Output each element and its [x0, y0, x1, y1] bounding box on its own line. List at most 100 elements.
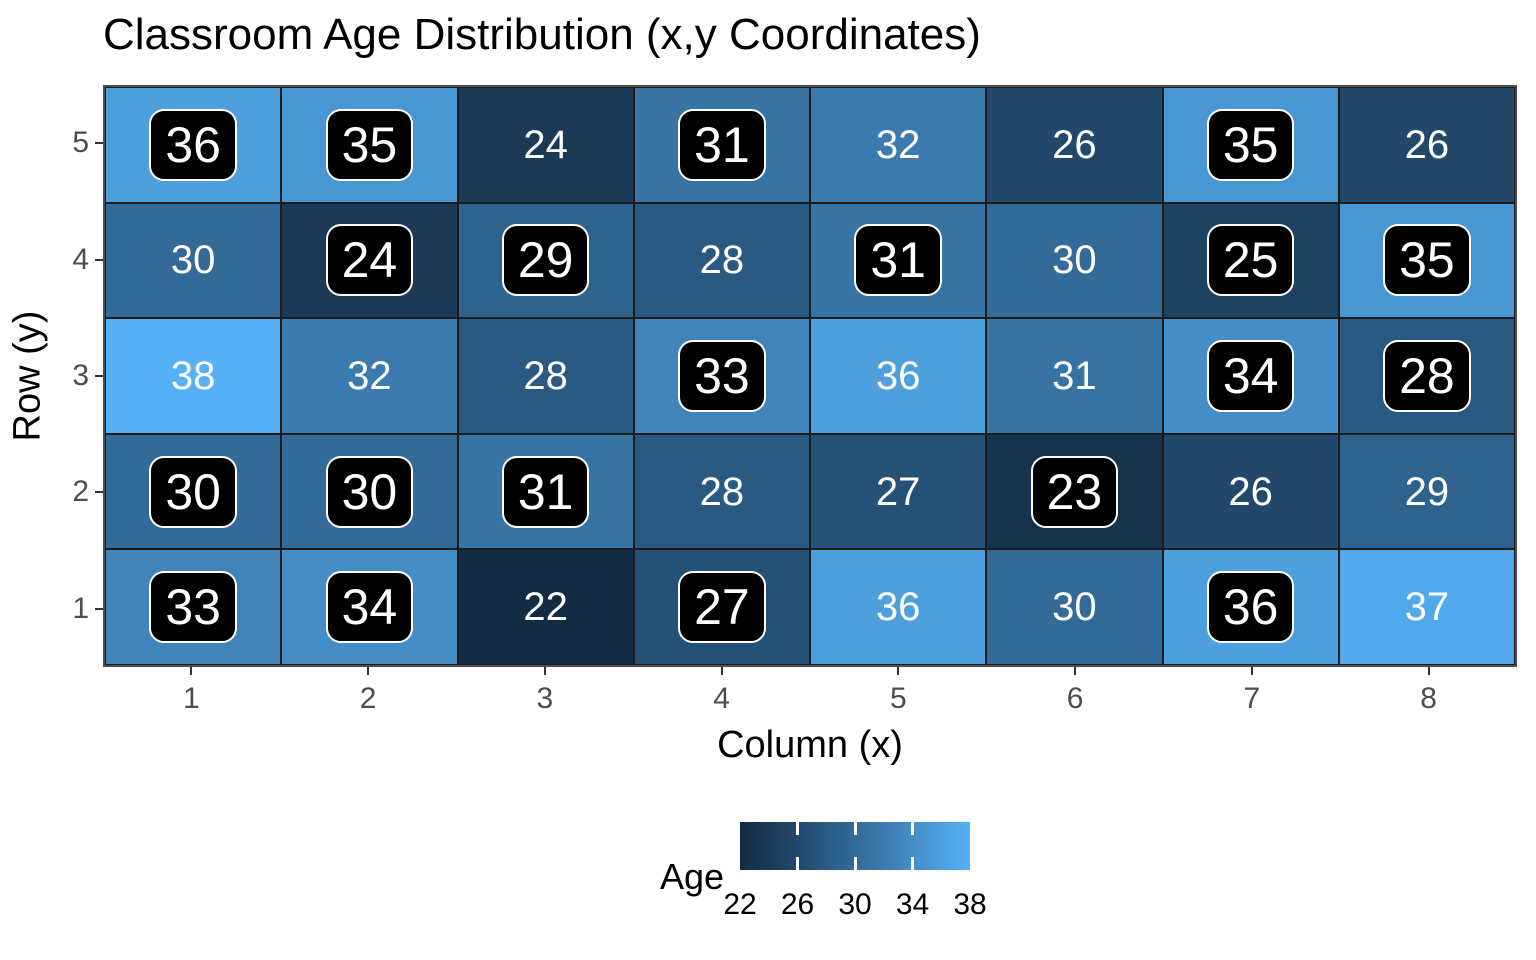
heatmap-cell-x6-y4: 30 — [986, 202, 1163, 319]
heatmap-cell-x4-y4: 28 — [633, 202, 810, 319]
cell-value-boxed-label: 31 — [678, 108, 766, 181]
cell-value-boxed-label: 34 — [325, 571, 414, 644]
cell-value-label: 26 — [1052, 122, 1097, 167]
heatmap-cell-x5-y1: 36 — [810, 549, 987, 665]
heatmap-cell-x3-y5: 24 — [457, 87, 634, 203]
x-tick-label: 8 — [1420, 682, 1437, 715]
heatmap-cell-x1-y2: 30 — [105, 433, 282, 550]
heatmap-cell-x8-y4: 35 — [1338, 202, 1515, 319]
cell-value-boxed-label: 31 — [501, 455, 590, 528]
cell-value-boxed-label: 35 — [325, 108, 414, 181]
heatmap-cell-x8-y5: 26 — [1338, 87, 1515, 203]
cell-value-label: 38 — [170, 353, 216, 398]
legend-colorbar — [740, 822, 970, 870]
heatmap-cell-x7-y4: 25 — [1162, 202, 1339, 319]
legend-tick-label: 34 — [895, 888, 930, 921]
x-tick-mark — [720, 667, 723, 675]
cell-value-boxed-label: 31 — [854, 224, 942, 297]
heatmap-cell-x7-y3: 34 — [1162, 318, 1339, 434]
x-tick-mark — [367, 667, 370, 675]
heatmap-cell-x1-y4: 30 — [105, 202, 282, 319]
heatmap-cell-x4-y3: 33 — [633, 318, 810, 434]
heatmap-cell-x4-y1: 27 — [633, 549, 810, 665]
cell-value-boxed-label: 34 — [1206, 339, 1295, 412]
cell-value-label: 30 — [170, 238, 216, 283]
heatmap-cell-x8-y2: 29 — [1338, 433, 1515, 550]
cell-value-label: 26 — [1228, 469, 1273, 514]
cell-value-boxed-label: 30 — [149, 455, 237, 528]
heatmap-cell-x3-y1: 22 — [457, 549, 634, 665]
x-tick-mark — [1250, 667, 1253, 675]
cell-value-boxed-label: 36 — [149, 108, 237, 181]
cell-value-boxed-label: 28 — [1383, 339, 1471, 412]
legend-title: Age — [659, 856, 724, 897]
legend-tick-label: 22 — [723, 888, 757, 921]
cell-value-label: 31 — [1052, 353, 1097, 398]
y-tick-mark — [95, 375, 103, 377]
cell-value-label: 32 — [875, 122, 921, 167]
cell-value-boxed-label: 27 — [678, 571, 766, 644]
heatmap-cell-x7-y5: 35 — [1162, 87, 1339, 203]
cell-value-label: 27 — [875, 469, 921, 514]
cell-value-boxed-label: 36 — [1206, 571, 1295, 644]
heatmap-cell-x6-y1: 30 — [986, 549, 1163, 665]
heatmap-cell-x1-y5: 36 — [105, 87, 282, 203]
heatmap-cell-x2-y1: 34 — [281, 549, 458, 665]
heatmap-cell-x2-y4: 24 — [281, 202, 458, 319]
y-tick-label: 5 — [72, 126, 89, 160]
heatmap-cell-x8-y3: 28 — [1338, 318, 1515, 434]
cell-value-boxed-label: 35 — [1206, 108, 1295, 181]
y-tick-label: 4 — [72, 242, 89, 276]
legend-tick-mark — [853, 857, 857, 870]
legend-tick-mark — [911, 822, 914, 835]
y-tick-mark — [95, 491, 103, 494]
heatmap-cell-x2-y5: 35 — [281, 87, 458, 203]
cell-value-label: 36 — [875, 585, 921, 630]
x-tick-mark — [190, 667, 193, 675]
heatmap-cell-x3-y3: 28 — [457, 318, 634, 434]
y-tick-mark — [95, 142, 103, 145]
cell-value-label: 28 — [699, 238, 745, 283]
heatmap-cell-x8-y1: 37 — [1338, 549, 1515, 665]
cell-value-boxed-label: 33 — [149, 571, 237, 644]
y-tick-label: 2 — [72, 475, 89, 509]
heatmap-cell-x4-y2: 28 — [633, 433, 810, 550]
heatmap-cell-x2-y2: 30 — [281, 433, 458, 550]
heatmap-cell-x7-y1: 36 — [1162, 549, 1339, 665]
cell-value-label: 36 — [875, 353, 921, 398]
x-tick-mark — [897, 667, 900, 675]
heatmap-cell-x7-y2: 26 — [1162, 433, 1339, 550]
x-tick-label: 4 — [713, 682, 730, 715]
x-tick-mark — [1427, 667, 1430, 675]
heatmap-cell-x6-y5: 26 — [986, 87, 1163, 203]
cell-value-label: 28 — [523, 353, 568, 398]
x-tick-label: 3 — [536, 682, 554, 715]
x-tick-label: 2 — [359, 682, 377, 715]
legend-tick-mark — [796, 857, 799, 870]
cell-value-boxed-label: 23 — [1030, 455, 1119, 528]
x-tick-label: 5 — [890, 682, 907, 715]
legend-tick-mark — [853, 822, 857, 835]
cell-value-label: 28 — [699, 469, 745, 514]
cell-value-boxed-label: 24 — [325, 224, 414, 297]
x-tick-mark — [1074, 667, 1077, 675]
cell-value-label: 30 — [1052, 238, 1097, 283]
cell-value-label: 30 — [1052, 585, 1097, 630]
legend-tick-label: 26 — [780, 888, 815, 921]
cell-value-label: 24 — [523, 122, 568, 167]
cell-value-boxed-label: 35 — [1383, 224, 1471, 297]
y-axis-title: Row (y) — [6, 310, 49, 442]
legend-tick-label: 30 — [838, 888, 872, 921]
x-tick-label: 6 — [1066, 682, 1084, 715]
chart-title: Classroom Age Distribution (x,y Coordina… — [103, 10, 981, 59]
x-tick-mark — [543, 667, 546, 675]
y-tick-mark — [95, 607, 103, 610]
heatmap-cell-x3-y4: 29 — [457, 202, 634, 319]
cell-value-label: 22 — [523, 585, 568, 630]
cell-value-label: 37 — [1404, 585, 1450, 630]
x-tick-label: 1 — [183, 682, 200, 715]
y-tick-label: 3 — [72, 359, 89, 392]
heatmap-cell-x2-y3: 32 — [281, 318, 458, 434]
heatmap-cell-x5-y4: 31 — [810, 202, 987, 319]
